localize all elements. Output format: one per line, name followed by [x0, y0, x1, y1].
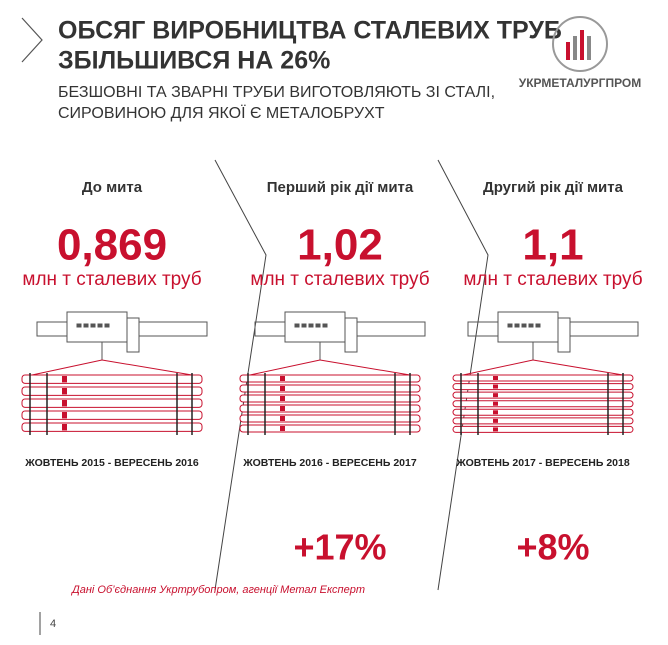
- pipe: [239, 384, 421, 393]
- title: ЗБІЛЬШИВСЯ НА 26%: [58, 47, 330, 75]
- pipe-mark: [280, 386, 285, 391]
- pipe: [452, 408, 634, 416]
- pipe: [21, 410, 203, 420]
- pipe-mark: [280, 426, 285, 431]
- panel-unit: млн т сталевих труб: [250, 269, 429, 290]
- pipe-mark: [62, 400, 67, 407]
- pipe: [239, 394, 421, 403]
- pipe-mark: [62, 376, 67, 383]
- panel-heading: До мита: [82, 179, 143, 196]
- machine-dot: [90, 323, 96, 328]
- panel-value: 1,02: [297, 221, 383, 270]
- panel-unit: млн т сталевих труб: [463, 269, 642, 290]
- panel-change: +17%: [293, 527, 386, 568]
- panel-period: ЖОВТЕНЬ 2017 - ВЕРЕСЕНЬ 2018: [455, 457, 630, 469]
- machine-dot: [83, 323, 89, 328]
- pipe-mark: [493, 418, 498, 423]
- pipe-illustration: [21, 311, 208, 435]
- sling: [532, 359, 624, 376]
- source: Дані Об’єднання Укртрубопром, агенції Ме…: [70, 584, 365, 596]
- machine-side: [344, 317, 358, 353]
- machine-dot: [507, 323, 513, 328]
- pipe-mark: [62, 412, 67, 419]
- pipe-illustration: [452, 311, 639, 435]
- machine-dot: [322, 323, 328, 328]
- pipe-mark: [493, 376, 498, 380]
- pipe: [21, 398, 203, 408]
- sling: [319, 359, 411, 376]
- machine-dot: [521, 323, 527, 328]
- pipe-illustration: [239, 311, 426, 435]
- sling: [101, 359, 193, 376]
- divider: [214, 159, 267, 591]
- pipe: [21, 386, 203, 396]
- pipe: [239, 404, 421, 413]
- machine-dot: [315, 323, 321, 328]
- subtitle: БЕЗШОВНІ ТА ЗВАРНІ ТРУБИ ВИГОТОВЛЯЮТЬ ЗІ…: [58, 84, 495, 101]
- pipe: [452, 383, 634, 391]
- logo-text: УКРМЕТАЛУРГПРОМ: [519, 76, 642, 90]
- pipe: [239, 374, 421, 383]
- sling: [31, 359, 103, 376]
- pipe: [21, 374, 203, 384]
- pipe-mark: [280, 396, 285, 401]
- subtitle: СИРОВИНОЮ ДЛЯ ЯКОЇ Є МЕТАЛОБРУХТ: [58, 104, 385, 122]
- panel-unit: млн т сталевих труб: [22, 269, 201, 290]
- machine-dot: [301, 323, 307, 328]
- sling: [462, 359, 534, 376]
- machine-dot: [535, 323, 541, 328]
- machine-dot: [104, 323, 110, 328]
- panel-change: +8%: [516, 527, 589, 568]
- pipe-mark: [493, 410, 498, 415]
- machine-dot: [294, 323, 300, 328]
- pipe-mark: [493, 427, 498, 432]
- pipe: [21, 422, 203, 432]
- pipe: [452, 417, 634, 425]
- logo-icon: [552, 16, 608, 72]
- pipe-mark: [62, 424, 67, 431]
- panel-heading: Перший рік дії мита: [267, 179, 414, 196]
- header-chevron: [21, 17, 43, 63]
- pipe: [239, 414, 421, 423]
- machine-box: [66, 311, 128, 343]
- machine-dot: [76, 323, 82, 328]
- machine-dot: [528, 323, 534, 328]
- divider: [437, 159, 489, 591]
- machine-side: [557, 317, 571, 353]
- panel-period: ЖОВТЕНЬ 2016 - ВЕРЕСЕНЬ 2017: [242, 457, 417, 469]
- pipe-mark: [493, 393, 498, 398]
- panel-period: ЖОВТЕНЬ 2015 - ВЕРЕСЕНЬ 2016: [24, 457, 199, 469]
- pipe-mark: [280, 406, 285, 411]
- machine-box: [284, 311, 346, 343]
- sling: [249, 359, 321, 376]
- panel-heading: Другий рік дії мита: [483, 179, 624, 196]
- title: ОБСЯГ ВИРОБНИЦТВА СТАЛЕВИХ ТРУБ: [58, 17, 562, 45]
- pipe-mark: [280, 376, 285, 381]
- page-number: 4: [50, 618, 56, 630]
- machine-dot: [308, 323, 314, 328]
- pipe: [452, 374, 634, 382]
- pipe-mark: [62, 388, 67, 395]
- pipe: [452, 400, 634, 408]
- machine-dot: [97, 323, 103, 328]
- panel-value: 0,869: [57, 221, 167, 270]
- pipe-mark: [493, 401, 498, 406]
- pipe: [239, 424, 421, 433]
- machine-dot: [514, 323, 520, 328]
- machine-box: [497, 311, 559, 343]
- pipe-mark: [280, 416, 285, 421]
- pipe-mark: [493, 384, 498, 389]
- pipe: [452, 425, 634, 433]
- panel-value: 1,1: [522, 221, 583, 270]
- pipe: [452, 391, 634, 399]
- machine-side: [126, 317, 140, 353]
